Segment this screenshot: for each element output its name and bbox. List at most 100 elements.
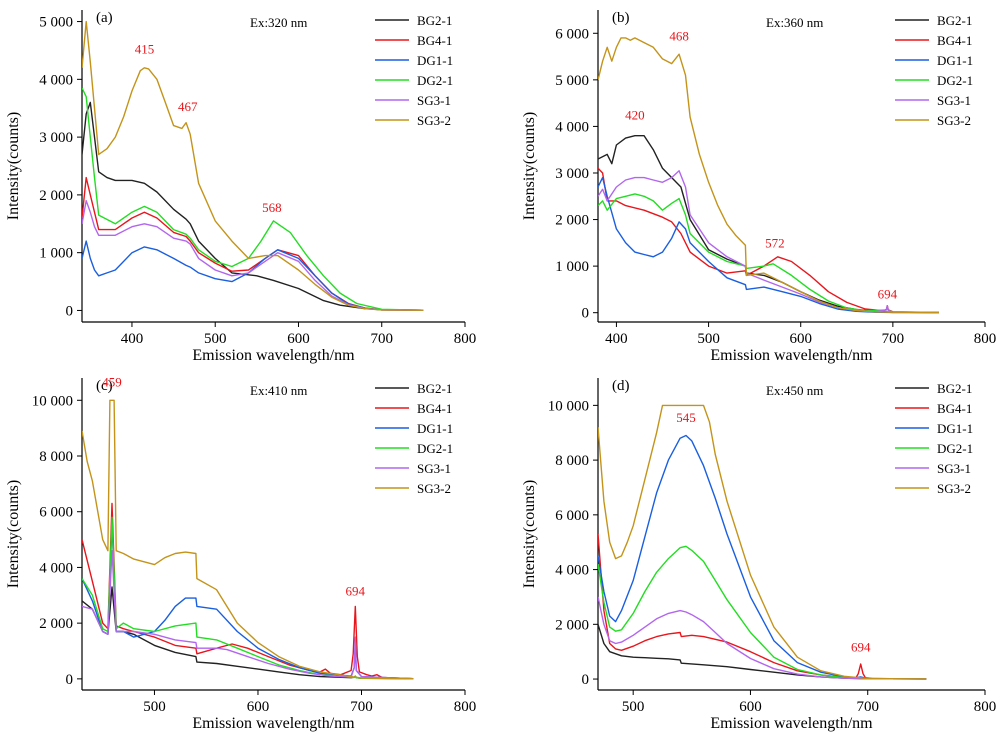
legend-label: BG4-1 <box>937 401 972 416</box>
peak-annotation: 467 <box>178 99 198 114</box>
x-axis-title: Emission wavelength/nm <box>192 347 355 364</box>
legend-label: DG1-1 <box>417 421 453 436</box>
y-tick-label: 0 <box>66 303 74 319</box>
series-line-dg2-1 <box>598 193 939 314</box>
series-line-sg3-1 <box>82 550 414 680</box>
series-line-dg2-1 <box>82 87 424 311</box>
x-tick-label: 800 <box>974 331 997 347</box>
series-line-sg3-1 <box>82 200 424 311</box>
y-tick-label: 4 000 <box>39 72 73 88</box>
legend-label: SG3-1 <box>417 461 451 476</box>
peak-annotation: 420 <box>625 107 645 122</box>
peak-annotation: 694 <box>851 640 871 655</box>
series-line-bg4-1 <box>598 533 927 680</box>
x-axis-title: Emission wavelength/nm <box>710 347 873 364</box>
y-tick-label: 3 000 <box>555 166 589 182</box>
x-tick-label: 600 <box>287 331 310 347</box>
y-tick-label: 8 000 <box>555 453 589 469</box>
x-tick-label: 600 <box>739 699 762 715</box>
x-tick-label: 800 <box>454 331 477 347</box>
x-tick-label: 400 <box>605 331 628 347</box>
y-tick-label: 10 000 <box>32 393 73 409</box>
legend-label: SG3-1 <box>937 461 971 476</box>
legend-label: BG2-1 <box>417 13 452 28</box>
y-tick-label: 0 <box>66 672 74 688</box>
y-tick-label: 3 000 <box>39 130 73 146</box>
series-line-dg1-1 <box>82 240 424 311</box>
chart-panel: 500 600 700 800 0 2 000 4 000 6 000 8 000 10 000 E… <box>521 378 996 732</box>
series-line-bg4-1 <box>82 502 414 680</box>
y-tick-label: 8 000 <box>39 449 73 465</box>
y-tick-label: 4 000 <box>39 560 73 576</box>
peak-annotation: 415 <box>135 41 155 56</box>
x-tick-label: 400 <box>121 331 144 347</box>
x-tick-label: 600 <box>789 331 812 347</box>
series-line-dg1-1 <box>82 522 414 680</box>
y-tick-label: 6 000 <box>555 26 589 42</box>
y-axis-title: Intensity(counts) <box>521 112 538 220</box>
x-tick-label: 800 <box>974 699 997 715</box>
series-line-bg2-1 <box>82 101 424 311</box>
panel-label: (c) <box>96 378 113 394</box>
legend-label: DG1-1 <box>417 53 453 68</box>
y-axis-title: Intensity(counts) <box>521 480 538 588</box>
y-tick-label: 5 000 <box>39 15 73 31</box>
legend-label: DG2-1 <box>937 441 973 456</box>
x-tick-label: 500 <box>697 331 720 347</box>
x-tick-label: 700 <box>350 699 373 715</box>
x-axis-title: Emission wavelength/nm <box>710 715 873 732</box>
x-tick-label: 700 <box>856 699 879 715</box>
peak-annotation: 694 <box>878 287 898 302</box>
x-tick-label: 600 <box>247 699 270 715</box>
legend-label: SG3-1 <box>937 93 971 108</box>
y-axis-title: Intensity(counts) <box>5 112 22 220</box>
excitation-label: Ex:450 nm <box>766 383 823 398</box>
peak-annotation: 468 <box>669 28 689 43</box>
series-line-dg1-1 <box>598 176 939 314</box>
series-line-sg3-1 <box>598 596 927 680</box>
peak-annotation: 459 <box>102 374 122 389</box>
y-tick-label: 2 000 <box>555 213 589 229</box>
y-tick-label: 6 000 <box>555 508 589 524</box>
series-line-bg2-1 <box>598 624 927 680</box>
legend-label: DG2-1 <box>417 73 453 88</box>
legend-label: BG4-1 <box>417 401 452 416</box>
legend-label: SG3-1 <box>417 93 451 108</box>
series-line-sg3-2 <box>598 37 939 314</box>
x-tick-label: 500 <box>143 699 166 715</box>
series-line-sg3-2 <box>82 20 424 311</box>
legend-label: DG2-1 <box>937 73 973 88</box>
series-line-dg2-1 <box>598 545 927 680</box>
legend-label: DG1-1 <box>937 421 973 436</box>
y-tick-label: 4 000 <box>555 119 589 135</box>
panel-label: (d) <box>612 378 630 394</box>
chart-panel: 400 500 600 700 800 0 1 000 2 000 3 000 4 000 5 00… <box>521 10 996 364</box>
legend-label: BG2-1 <box>417 381 452 396</box>
y-tick-label: 2 000 <box>555 617 589 633</box>
y-tick-label: 6 000 <box>39 505 73 521</box>
y-tick-label: 5 000 <box>555 73 589 89</box>
legend-label: BG2-1 <box>937 381 972 396</box>
series-line-sg3-2 <box>598 404 927 680</box>
series-line-sg3-1 <box>598 170 939 314</box>
panel-label: (a) <box>96 10 113 26</box>
y-tick-label: 10 000 <box>548 398 589 414</box>
x-axis-title: Emission wavelength/nm <box>192 715 355 732</box>
x-tick-label: 500 <box>622 699 645 715</box>
peak-annotation: 568 <box>262 200 282 215</box>
legend-label: SG3-2 <box>937 113 971 128</box>
y-tick-label: 0 <box>582 672 590 688</box>
legend-label: SG3-2 <box>417 481 451 496</box>
series-line-bg2-1 <box>598 135 939 314</box>
x-tick-label: 500 <box>204 331 227 347</box>
excitation-label: Ex:320 nm <box>250 15 307 30</box>
legend-label: DG1-1 <box>937 53 973 68</box>
series-line-sg3-2 <box>82 399 414 680</box>
y-tick-label: 1 000 <box>39 246 73 262</box>
x-tick-label: 700 <box>882 331 905 347</box>
peak-annotation: 694 <box>346 583 366 598</box>
peak-annotation: 545 <box>676 410 696 425</box>
x-tick-label: 700 <box>370 331 393 347</box>
legend-label: DG2-1 <box>417 441 453 456</box>
